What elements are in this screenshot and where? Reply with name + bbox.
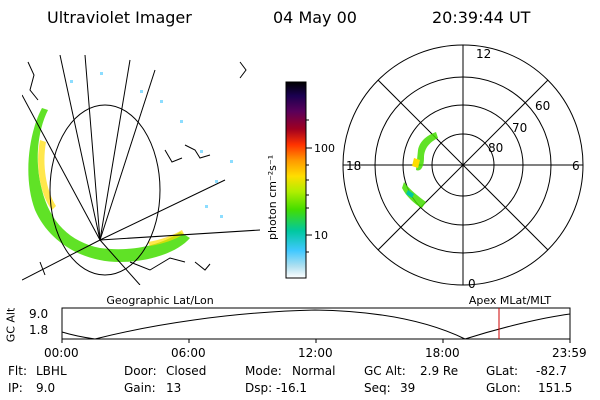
mlat-label-70: 70	[512, 121, 527, 135]
door-label: Door:	[124, 364, 157, 378]
door-value: Closed	[166, 364, 207, 378]
polar-panel-label: Apex MLat/MLT	[469, 294, 552, 307]
coastlines	[27, 61, 247, 276]
colorbar: 100 10 photon cm⁻²s⁻¹	[266, 81, 335, 279]
altitude-xtick-0000: 00:00	[44, 346, 79, 360]
altitude-xtick-2359: 23:59	[552, 346, 587, 360]
colorbar-unit-label: photon cm⁻²s⁻¹	[266, 155, 279, 240]
time-label: 20:39:44 UT	[432, 8, 531, 27]
dsp-label: Dsp:	[245, 381, 273, 395]
polar-panel	[342, 44, 584, 286]
mlt-label-18: 18	[346, 159, 361, 173]
altitude-curve	[61, 309, 571, 340]
colorbar-tick-100: 100	[314, 142, 335, 155]
mlat-label-60: 60	[535, 99, 550, 113]
glon-value: 151.5	[538, 381, 573, 395]
date-label: 04 May 00	[273, 8, 357, 27]
mode-label: Mode:	[245, 364, 282, 378]
altitude-plot-frame	[61, 307, 571, 340]
gcalt-value: 2.9 Re	[420, 364, 459, 378]
gcalt-label: GC Alt:	[364, 364, 406, 378]
aurora-speckle-left	[70, 72, 233, 218]
altitude-xtick-0600: 06:00	[171, 346, 206, 360]
flt-label: Flt:	[8, 364, 27, 378]
altitude-plot	[61, 307, 571, 343]
altitude-xtick-1800: 18:00	[425, 346, 460, 360]
mlt-label-0: 0	[468, 277, 476, 291]
mlt-label-6: 6	[572, 159, 580, 173]
mlat-label-80: 80	[488, 141, 503, 155]
altitude-ytick-high: 9.0	[29, 307, 49, 321]
ip-value: 9.0	[36, 381, 56, 395]
ip-label: IP:	[8, 381, 23, 395]
glon-label: GLon:	[486, 381, 521, 395]
gain-value: 13	[166, 381, 182, 395]
glat-value: -82.7	[536, 364, 568, 378]
altitude-ytick-low: 1.8	[29, 323, 49, 337]
aurora-emission-polar	[402, 132, 438, 208]
gain-label: Gain:	[124, 381, 156, 395]
seq-value: 39	[400, 381, 416, 395]
altitude-ylabel: GC Alt	[4, 307, 18, 343]
mode-value: Normal	[292, 364, 336, 378]
glat-label: GLat:	[486, 364, 519, 378]
altitude-xtick-1200: 12:00	[298, 346, 333, 360]
dsp-value: -16.1	[276, 381, 308, 395]
aurora-core-left	[38, 140, 184, 246]
left-panel-label: Geographic Lat/Lon	[106, 294, 213, 307]
instrument-title: Ultraviolet Imager	[47, 8, 192, 27]
mlt-label-12: 12	[476, 47, 491, 61]
aurora-emission-left	[28, 108, 190, 262]
seq-label: Seq:	[364, 381, 391, 395]
colorbar-tick-10: 10	[314, 229, 328, 242]
geographic-grid	[22, 55, 260, 285]
flt-value: LBHL	[36, 364, 67, 378]
geographic-panel	[22, 55, 260, 285]
